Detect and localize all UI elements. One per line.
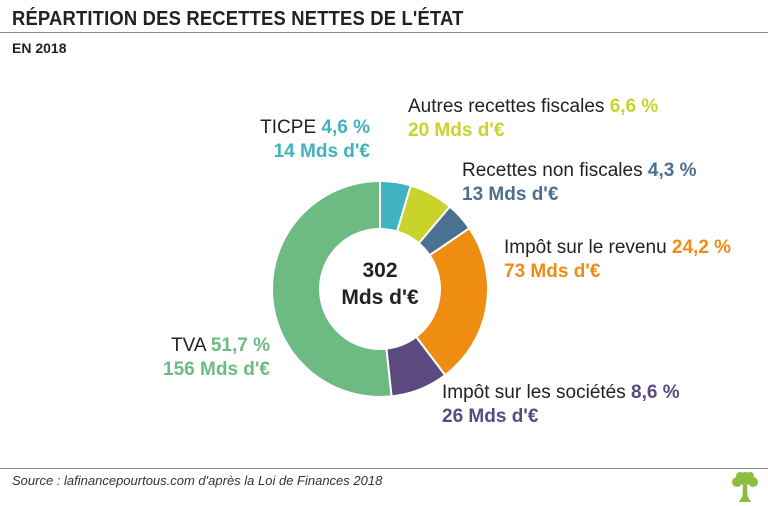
label-percent: 24,2 % — [672, 237, 731, 258]
total-value: 302 — [362, 259, 397, 282]
chart-title: RÉPARTITION DES RECETTES NETTES DE L'ÉTA… — [12, 8, 464, 30]
total-unit: Mds d'€ — [341, 286, 419, 309]
label-percent: 8,6 % — [631, 382, 680, 403]
label-name: Recettes non fiscales — [462, 160, 648, 181]
bottom-divider — [0, 468, 768, 469]
top-divider — [0, 32, 768, 33]
amount-imp-t-sur-le-revenu: 73 Mds d'€ — [504, 261, 601, 282]
label-percent: 4,3 % — [648, 160, 697, 181]
label-ticpe: TICPE 4,6 % — [260, 117, 370, 138]
amount-imp-t-sur-les-soci-t-s: 26 Mds d'€ — [442, 406, 539, 427]
amount-ticpe: 14 Mds d'€ — [274, 141, 371, 162]
amount-recettes-non-fiscales: 13 Mds d'€ — [462, 184, 559, 205]
label-imp-t-sur-le-revenu: Impôt sur le revenu 24,2 % — [504, 237, 731, 258]
chart-subtitle: EN 2018 — [12, 40, 67, 56]
slice-tva — [271, 179, 393, 398]
label-name: TVA — [171, 335, 211, 356]
label-tva: TVA 51,7 % — [171, 335, 270, 356]
label-percent: 4,6 % — [321, 117, 370, 138]
amount-tva: 156 Mds d'€ — [163, 359, 270, 380]
label-autres-recettes-fiscales: Autres recettes fiscales 6,6 % — [408, 96, 658, 117]
source-note: Source : lafinancepourtous.com d'après l… — [12, 473, 383, 488]
label-name: Impôt sur les sociétés — [442, 382, 631, 403]
label-name: Autres recettes fiscales — [408, 96, 610, 117]
tree-icon — [732, 472, 758, 502]
label-name: TICPE — [260, 117, 321, 138]
label-name: Impôt sur le revenu — [504, 237, 672, 258]
label-percent: 51,7 % — [211, 335, 270, 356]
label-recettes-non-fiscales: Recettes non fiscales 4,3 % — [462, 160, 697, 181]
label-percent: 6,6 % — [610, 96, 659, 117]
label-imp-t-sur-les-soci-t-s: Impôt sur les sociétés 8,6 % — [442, 382, 680, 403]
amount-autres-recettes-fiscales: 20 Mds d'€ — [408, 120, 505, 141]
donut-slices — [271, 179, 489, 398]
slice-labels: TICPE 4,6 % 14 Mds d'€ Autres recettes fis… — [163, 96, 731, 427]
